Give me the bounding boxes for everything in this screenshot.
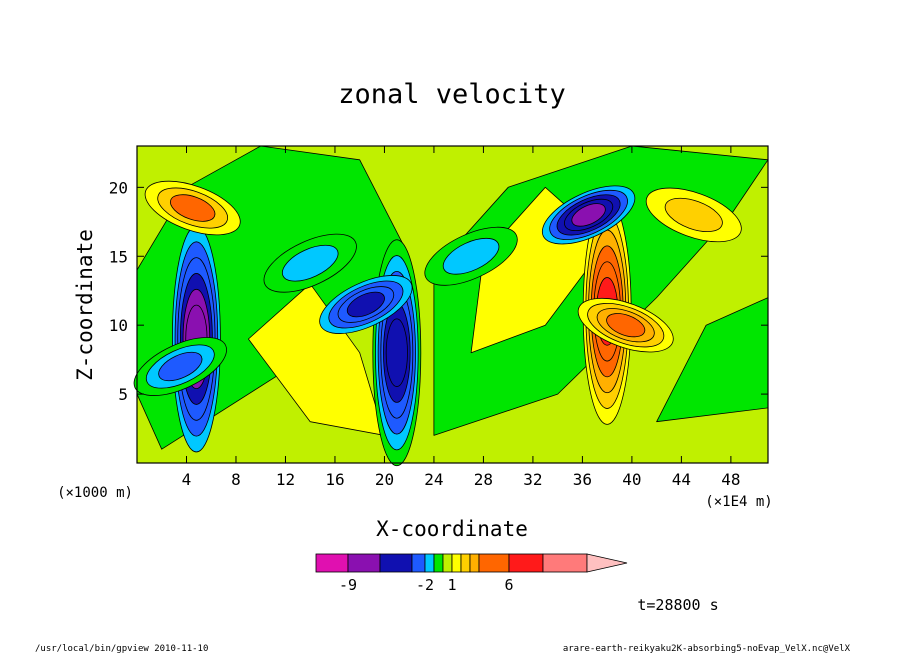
y-axis-unit: (×1000 m) [57,485,133,501]
y-axis-label: Z-coordinate [73,229,97,381]
x-axis: 4 8 12 16 20 24 28 32 36 40 44 48 [182,146,741,489]
field-band [248,283,385,436]
colorbar-segment [433,553,444,573]
colorbar-segment [424,553,435,573]
x-tick-label: 32 [523,470,542,489]
y-tick-label: 10 [109,316,128,335]
velocity-blob [541,185,636,245]
plot-frame [136,145,769,464]
colorbar-segment [469,553,480,573]
velocity-blob [319,275,413,334]
colorbar-segment [478,553,510,573]
y-tick-label: 5 [118,385,128,404]
y-tick-label: 15 [109,247,128,266]
velocity-blob [645,187,742,243]
footer-left: /usr/local/bin/gpview 2010-11-10 [35,644,208,654]
colorbar-tick-label: -2 [416,576,434,594]
colorbar-segment [442,553,453,573]
x-tick-label: 24 [424,470,443,489]
plot-area [133,145,769,467]
x-tick-label: 16 [325,470,344,489]
colorbar-segment [451,553,462,573]
x-tick-label: 40 [622,470,641,489]
velocity-core [372,239,422,467]
x-tick-label: 28 [474,470,493,489]
velocity-blob [577,297,674,353]
x-tick-label: 20 [375,470,394,489]
velocity-blob [263,233,357,293]
y-axis: 5 10 15 20 [109,178,768,404]
colorbar-segment [542,553,588,573]
x-tick-label: 8 [231,470,241,489]
x-tick-label: 44 [672,470,691,489]
colorbar-extend-arrow [586,553,628,573]
x-tick-label: 12 [276,470,295,489]
x-tick-label: 4 [182,470,192,489]
x-tick-label: 48 [721,470,740,489]
y-tick-label: 20 [109,178,128,197]
chart-title: zonal velocity [338,79,566,110]
colorbar: -9 -2 1 6 [315,553,628,594]
footer-right: arare-earth-reikyaku2K-absorbing5-noEvap… [563,644,851,654]
colorbar-segment [379,553,413,573]
colorbar-segment [347,553,381,573]
time-label: t=28800 s [637,596,718,614]
colorbar-tick-label: 6 [504,576,513,594]
colorbar-segment [508,553,544,573]
colorbar-tick-label: 1 [447,576,456,594]
velocity-blob [133,337,227,396]
x-axis-label: X-coordinate [376,517,528,541]
velocity-blob [144,180,241,236]
x-tick-label: 36 [573,470,592,489]
colorbar-tick-label: -9 [339,576,357,594]
colorbar-segment [460,553,471,573]
velocity-blob [424,226,518,286]
colorbar-segment [411,553,426,573]
colorbar-segment [315,553,349,573]
x-axis-unit: (×1E4 m) [705,494,772,510]
